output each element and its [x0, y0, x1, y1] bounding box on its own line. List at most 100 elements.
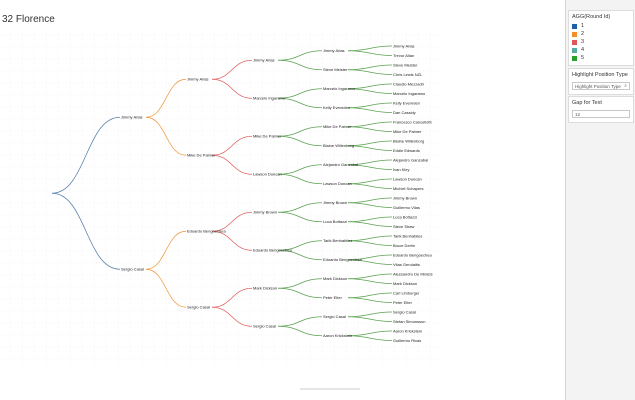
player-label[interactable]: Lawson Duncan: [253, 172, 282, 177]
bracket-link: [277, 97, 323, 109]
bracket-chart: Jimmy Arias Sergio Casal Jimmy Arias Mike D…: [0, 30, 440, 365]
player-label[interactable]: Francesco Cancellotti: [393, 119, 432, 124]
player-label[interactable]: Peter Elter: [323, 295, 343, 300]
bracket-link: [277, 88, 323, 99]
player-label[interactable]: Guillermo Vilas: [393, 205, 420, 210]
player-label[interactable]: Aaron Krickstein: [323, 333, 352, 338]
player-label[interactable]: Jimmy Arias: [253, 58, 275, 63]
player-label[interactable]: Michiel Schapers: [393, 186, 423, 191]
player-label[interactable]: Jimmy Arias: [323, 48, 345, 53]
bracket-link: [211, 230, 253, 251]
player-label[interactable]: Mike De Palmer: [323, 124, 352, 129]
player-label[interactable]: Mike De Palmer: [253, 134, 282, 139]
legend-item[interactable]: 1: [569, 22, 633, 30]
player-label[interactable]: Sergio Casal: [393, 309, 416, 314]
player-label[interactable]: Marcelo Ingaramo: [253, 96, 286, 101]
player-label[interactable]: Kelly Evernden: [323, 105, 350, 110]
horizontal-scrollbar[interactable]: [300, 388, 360, 390]
player-label[interactable]: Alejandro Ganzabal: [323, 162, 358, 167]
player-label[interactable]: Marcelo Ingaramo: [323, 86, 356, 91]
player-label[interactable]: Steve Meister: [393, 62, 418, 67]
player-label[interactable]: Dan Cassidy: [393, 110, 416, 115]
player-label[interactable]: Luca Bottazzi: [393, 214, 417, 219]
bracket-link: [277, 240, 323, 251]
player-label[interactable]: Tarik Benhabiles: [393, 233, 422, 238]
bracket-link: [347, 297, 393, 303]
player-label[interactable]: Stefan Simonsson: [393, 319, 425, 324]
player-label[interactable]: Trevor Allan: [393, 53, 414, 58]
legend-label: 1: [581, 23, 585, 29]
player-label[interactable]: Alejandro Ganzabal: [393, 157, 428, 162]
player-label[interactable]: Sergio Casal: [253, 324, 276, 329]
legend-title: AGG(Round Id): [572, 14, 611, 20]
player-label[interactable]: Jimmy Brown: [323, 200, 347, 205]
gap-input[interactable]: 12: [572, 110, 630, 118]
player-label[interactable]: Aaron Krickstein: [393, 328, 422, 333]
bracket-link: [347, 202, 393, 208]
bracket-link: [347, 216, 393, 223]
player-label[interactable]: Alessandro De Minicis: [393, 271, 433, 276]
player-label[interactable]: Mike De Palmer: [187, 153, 216, 158]
player-label[interactable]: Jimmy Arias: [121, 115, 143, 120]
player-label[interactable]: Guillermo Rivas: [393, 338, 421, 343]
bracket-link: [347, 50, 393, 56]
player-label[interactable]: Tarik Benhabiles: [323, 238, 352, 243]
player-label[interactable]: Jimmy Brown: [253, 210, 277, 215]
bracket-link: [277, 164, 323, 175]
player-label[interactable]: Sergio Casal: [187, 305, 210, 310]
player-label[interactable]: Lawson Duncan: [323, 181, 352, 186]
bracket-link: [347, 45, 393, 52]
legend-item[interactable]: 4: [569, 46, 633, 54]
player-label[interactable]: Eddie Edwards: [393, 148, 420, 153]
player-label[interactable]: Lawson Duncan: [393, 176, 422, 181]
player-label[interactable]: Jimmy Arias: [393, 43, 415, 48]
page-title: 32 Florence: [2, 14, 55, 25]
highlight-title: Highlight Position Type: [572, 72, 628, 78]
player-label[interactable]: Claudio Mezzadri: [393, 81, 424, 86]
player-label[interactable]: Blaine Willenborg: [323, 143, 354, 148]
player-label[interactable]: Eduardo Bengoechea: [393, 252, 432, 257]
bracket-link: [277, 249, 323, 261]
player-label[interactable]: Steve Meister: [323, 67, 348, 72]
legend-label: 5: [581, 55, 585, 61]
player-label[interactable]: Ivan Kley: [393, 167, 409, 172]
player-label[interactable]: Chris Lewis NZL: [393, 72, 423, 77]
player-label[interactable]: Bruce Derlin: [393, 243, 415, 248]
player-label[interactable]: Jimmy Brown: [393, 195, 417, 200]
bracket-link: [211, 306, 253, 327]
bracket-link: [347, 316, 393, 322]
player-label[interactable]: Marcelo Ingaramo: [393, 91, 426, 96]
player-label[interactable]: Sergio Casal: [323, 314, 346, 319]
bracket-link: [347, 221, 393, 227]
player-label[interactable]: Jimmy Arias: [187, 77, 209, 82]
bracket-link: [51, 192, 121, 270]
player-label[interactable]: Carl Limberger: [393, 290, 420, 295]
player-label[interactable]: Luca Bottazzi: [323, 219, 347, 224]
bracket-link: [347, 164, 393, 170]
player-label[interactable]: Eduardo Bengoechea: [253, 248, 292, 253]
player-label[interactable]: Eduardo Bengoechea: [323, 257, 362, 262]
player-label[interactable]: Eduardo Bengoechea: [187, 229, 226, 234]
player-label[interactable]: Vitas Gerulaitis: [393, 262, 420, 267]
highlight-input[interactable]: Highlight Position Type ⌕: [572, 82, 630, 90]
bracket-links: [51, 45, 393, 341]
bracket-link: [145, 116, 187, 156]
bracket-link: [145, 230, 187, 270]
player-label[interactable]: Mark Dickson: [393, 281, 417, 286]
player-label[interactable]: Sergio Casal: [121, 267, 144, 272]
player-label[interactable]: Mark Dickson: [323, 276, 347, 281]
player-label[interactable]: Blaine Willenborg: [393, 138, 424, 143]
legend-item[interactable]: 3: [569, 38, 633, 46]
bracket-link: [211, 59, 253, 80]
bracket-link: [347, 126, 393, 132]
gap-value: 12: [575, 111, 581, 117]
player-label[interactable]: Kelly Evernden: [393, 100, 420, 105]
legend-item[interactable]: 5: [569, 54, 633, 62]
player-label[interactable]: Mike De Palmer: [393, 129, 422, 134]
legend-item[interactable]: 2: [569, 30, 633, 38]
player-label[interactable]: Peter Elter: [393, 300, 413, 305]
highlight-card: Highlight Position Type Highlight Positi…: [568, 68, 634, 95]
player-label[interactable]: Steve Shaw: [393, 224, 414, 229]
player-label[interactable]: Mark Dickson: [253, 286, 277, 291]
